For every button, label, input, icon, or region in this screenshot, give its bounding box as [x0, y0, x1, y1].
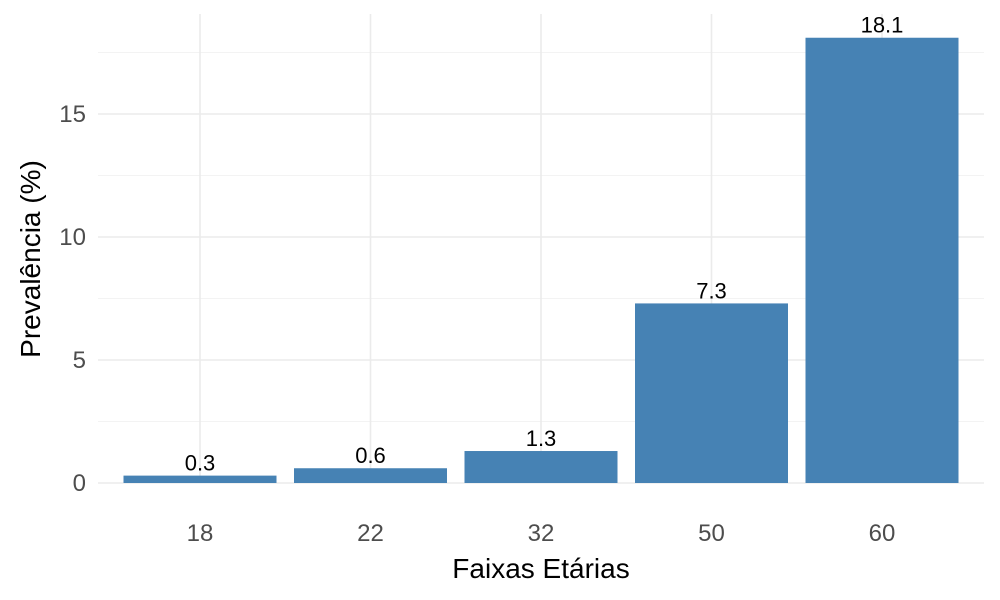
x-tick-label: 18	[187, 520, 214, 547]
x-tick-label: 22	[357, 520, 384, 547]
data-label: 1.3	[526, 426, 557, 451]
x-axis-title: Faixas Etárias	[452, 553, 629, 584]
bar	[123, 475, 277, 483]
x-tick-label: 60	[869, 520, 896, 547]
y-tick-label: 15	[59, 101, 86, 128]
y-tick-label: 10	[59, 224, 86, 251]
data-label: 0.6	[355, 443, 386, 468]
bar	[635, 303, 788, 483]
data-label: 0.3	[185, 451, 216, 476]
y-tick-label: 0	[73, 470, 86, 497]
y-tick-label: 5	[73, 347, 86, 374]
data-labels: 0.3 0.6 1.3 7.3 18.1	[185, 13, 904, 476]
bar	[805, 37, 959, 484]
bar	[294, 468, 447, 483]
data-label: 7.3	[696, 278, 727, 303]
x-tick-label: 50	[698, 520, 725, 547]
y-axis-ticks: 0 5 10 15	[59, 101, 86, 497]
bars	[123, 37, 959, 484]
y-axis-title: Prevalência (%)	[15, 160, 46, 358]
data-label: 18.1	[861, 13, 904, 38]
x-tick-label: 32	[528, 520, 555, 547]
x-axis-ticks: 18 22 32 50 60	[187, 520, 896, 547]
bar	[464, 451, 618, 483]
